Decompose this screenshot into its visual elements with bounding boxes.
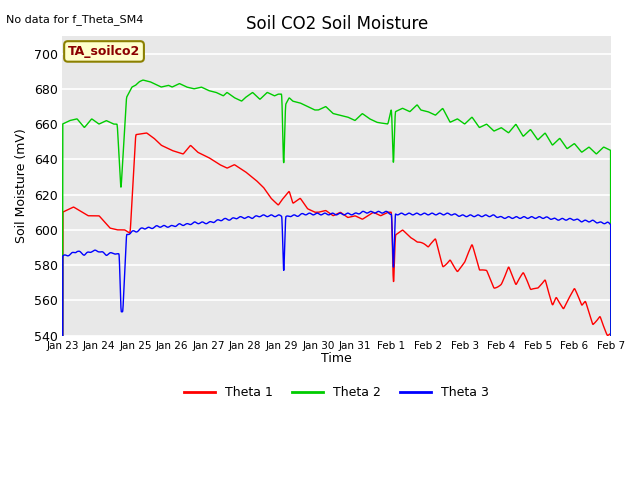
Text: TA_soilco2: TA_soilco2 <box>68 45 140 58</box>
X-axis label: Time: Time <box>321 352 352 365</box>
Y-axis label: Soil Moisture (mV): Soil Moisture (mV) <box>15 129 28 243</box>
Text: No data for f_Theta_SM4: No data for f_Theta_SM4 <box>6 14 144 25</box>
Title: Soil CO2 Soil Moisture: Soil CO2 Soil Moisture <box>246 15 428 33</box>
Legend: Theta 1, Theta 2, Theta 3: Theta 1, Theta 2, Theta 3 <box>179 381 494 404</box>
